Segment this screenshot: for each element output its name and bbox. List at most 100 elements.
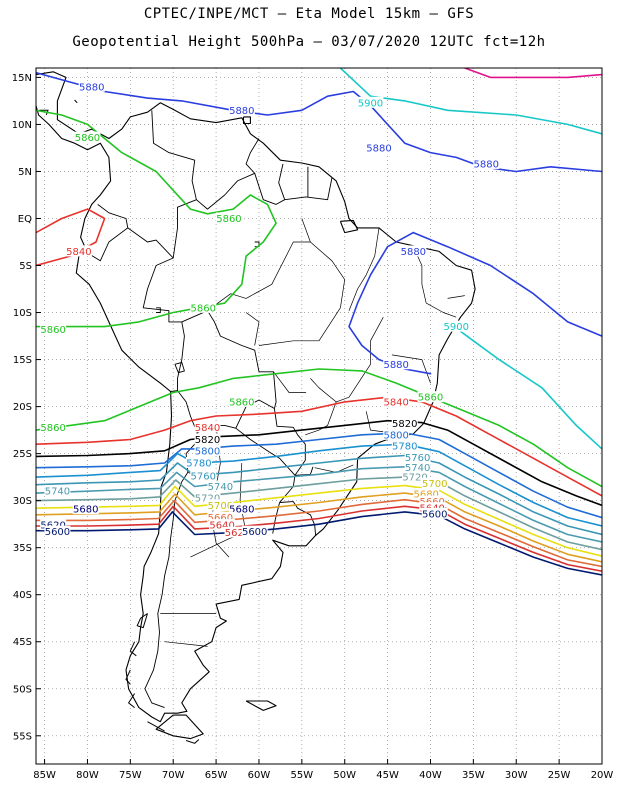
contour-label: 5880: [383, 360, 408, 371]
contour-label: 5880: [474, 159, 499, 170]
country-border: [278, 163, 286, 200]
lon-tick-label: 50W: [333, 770, 356, 781]
state-border: [245, 312, 260, 346]
contour-label: 5880: [229, 106, 254, 117]
contour-5700: [36, 484, 602, 557]
lon-tick-label: 20W: [591, 770, 614, 781]
state-border: [310, 317, 384, 403]
island-outline: [185, 739, 200, 744]
state-border: [258, 307, 341, 346]
contour-label-bg: [404, 461, 431, 473]
island-outline: [125, 669, 131, 685]
contour-label-bg: [194, 491, 221, 503]
contour-5860: [36, 368, 602, 488]
lon-tick-label: 30W: [505, 770, 528, 781]
lat-tick-label: 25S: [13, 449, 32, 460]
contour-label: 5860: [191, 303, 216, 314]
contour-label: 5660: [208, 513, 233, 524]
height-contours: [36, 68, 602, 576]
lat-tick-label: 10N: [12, 120, 32, 131]
contour-5840: [36, 396, 602, 497]
contour-label-bg: [391, 440, 418, 452]
country-border: [151, 110, 197, 259]
contour-label-bg: [400, 245, 427, 257]
contour-label-bg: [185, 457, 212, 469]
contour-label-bg: [190, 301, 217, 313]
contour-label-bg: [473, 157, 500, 169]
contour-5820: [36, 419, 602, 507]
contour-label: 5880: [401, 247, 426, 258]
lon-tick-label: 80W: [76, 770, 99, 781]
contour-label: 5820: [392, 419, 417, 430]
state-border: [426, 302, 457, 318]
lat-tick-label: 45S: [13, 637, 32, 648]
contour-label-bg: [194, 433, 221, 445]
contour-label: 5860: [418, 393, 443, 404]
contour-5680: [36, 492, 602, 563]
contour-label-bg: [421, 477, 448, 489]
lon-tick-label: 35W: [462, 770, 485, 781]
contour-label-bg: [40, 323, 67, 335]
contour-5760: [36, 454, 602, 536]
lon-tick-label: 70W: [162, 770, 185, 781]
contour-label-bg: [419, 502, 446, 514]
contour-label: 5760: [191, 472, 216, 483]
contour-label-bg: [215, 212, 242, 224]
contour-label: 5740: [45, 487, 70, 498]
contour-label: 5840: [383, 397, 408, 408]
contour-label-bg: [78, 80, 105, 92]
lon-tick-label: 45W: [376, 770, 399, 781]
contour-label: 5860: [40, 325, 65, 336]
contour-label: 5780: [186, 459, 211, 470]
contour-label: 5720: [402, 473, 427, 484]
contour-label: 5600: [45, 527, 70, 538]
country-border: [279, 501, 317, 536]
contour-5720: [36, 476, 602, 551]
contour-label: 5740: [208, 482, 233, 493]
contour-label: 5680: [229, 505, 254, 516]
contour-label-bg: [44, 525, 71, 537]
state-border: [348, 227, 380, 311]
map-frame: [35, 67, 603, 765]
contour-label: 5880: [366, 143, 391, 154]
state-border: [447, 295, 465, 299]
lat-tick-label: 15S: [13, 355, 32, 366]
contour-label: 5860: [216, 214, 241, 225]
island-outline: [74, 99, 78, 104]
lat-tick-label: 5S: [19, 261, 32, 272]
contour-label-bg: [194, 444, 221, 456]
lon-tick-label: 55W: [291, 770, 314, 781]
contour-5620: [36, 511, 602, 576]
lon-tick-label: 75W: [119, 770, 142, 781]
coastline: [36, 71, 476, 723]
contour-label: 5680: [413, 490, 438, 501]
contour-label: 5860: [75, 133, 100, 144]
lat-tick-label: EQ: [18, 214, 32, 225]
state-border: [207, 241, 311, 311]
contour-label-bg: [383, 428, 410, 440]
contour-label: 5680: [73, 505, 98, 516]
graticule: [36, 68, 602, 764]
contour-label: 5780: [392, 442, 417, 453]
contour-label-bg: [194, 421, 221, 433]
map-title-line2: Geopotential Height 500hPa – 03/07/2020 …: [72, 34, 546, 50]
lat-tick-label: 30S: [13, 496, 32, 507]
contour-label-bg: [207, 511, 234, 523]
coastline: [242, 116, 251, 125]
contour-label-bg: [190, 470, 217, 482]
contour-label: 5840: [195, 423, 220, 434]
contour-label: 5600: [242, 527, 267, 538]
contour-label: 5740: [405, 463, 430, 474]
contour-5740: [36, 465, 602, 543]
contour-5640: [36, 505, 602, 573]
contour-5900: [446, 321, 602, 450]
contour-label-bg: [228, 104, 255, 116]
lon-tick-label: 25W: [548, 770, 571, 781]
state-border: [391, 354, 431, 384]
lat-tick-label: 55S: [13, 731, 32, 742]
coastline: [155, 714, 204, 740]
contour-label: 5720: [195, 493, 220, 504]
contour-label-bg: [207, 480, 234, 492]
coastline: [0, 209, 6, 226]
